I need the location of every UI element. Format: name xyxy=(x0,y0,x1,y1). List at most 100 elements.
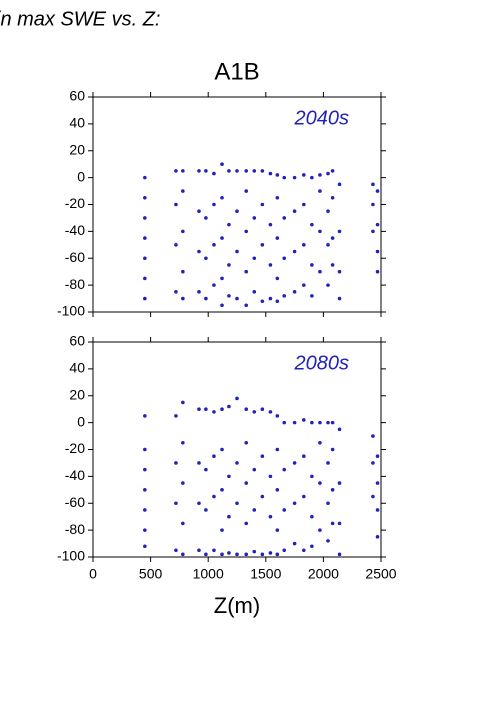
point xyxy=(302,454,306,459)
point xyxy=(318,269,322,274)
point xyxy=(252,467,257,472)
point xyxy=(260,407,265,411)
point xyxy=(260,494,265,499)
point xyxy=(181,229,185,234)
y-tick-label: -20 xyxy=(65,195,85,211)
x-tick-label: 0 xyxy=(89,566,97,582)
point xyxy=(275,414,280,418)
point xyxy=(235,396,239,401)
point xyxy=(220,528,224,532)
point xyxy=(244,407,249,411)
point xyxy=(227,551,231,555)
point xyxy=(244,189,249,193)
y-tick-label: 60 xyxy=(69,88,85,104)
point xyxy=(143,276,147,281)
point xyxy=(268,551,273,555)
point xyxy=(235,501,239,506)
point xyxy=(260,169,265,173)
point xyxy=(220,407,224,411)
point xyxy=(292,175,297,180)
point xyxy=(204,296,208,301)
point xyxy=(220,162,224,166)
point xyxy=(220,447,224,452)
point xyxy=(275,299,280,304)
point xyxy=(310,294,314,298)
point xyxy=(143,236,147,240)
point xyxy=(181,169,185,173)
point xyxy=(268,263,273,267)
point xyxy=(143,195,147,200)
point xyxy=(143,175,147,180)
point xyxy=(260,454,265,459)
x-tick-label: 2000 xyxy=(308,566,339,582)
point xyxy=(227,169,231,173)
header: in max SWE vs. Z: xyxy=(0,8,160,30)
point xyxy=(282,256,287,261)
point xyxy=(181,521,185,526)
point xyxy=(197,209,201,214)
point xyxy=(252,216,257,220)
point xyxy=(337,552,342,557)
point xyxy=(326,420,330,425)
point xyxy=(268,296,273,301)
y-tick-label: -100 xyxy=(57,303,85,319)
point xyxy=(197,548,201,553)
point xyxy=(212,548,216,553)
point xyxy=(174,290,178,294)
point xyxy=(302,548,306,553)
point xyxy=(337,182,342,187)
point xyxy=(337,521,342,526)
point xyxy=(235,209,239,214)
point xyxy=(268,171,273,176)
point xyxy=(204,256,208,261)
point xyxy=(337,427,342,432)
point xyxy=(252,549,257,554)
y-tick-label: 60 xyxy=(69,333,85,349)
point xyxy=(275,236,280,240)
point xyxy=(282,420,287,425)
point xyxy=(330,236,335,240)
point xyxy=(260,552,265,557)
point xyxy=(174,169,178,173)
point xyxy=(212,243,216,247)
point xyxy=(268,410,273,414)
point xyxy=(197,290,201,294)
point xyxy=(375,535,380,539)
point xyxy=(282,467,287,472)
point xyxy=(326,501,330,506)
point xyxy=(318,481,322,485)
point xyxy=(252,256,257,261)
point xyxy=(330,195,335,200)
point xyxy=(275,195,280,200)
point xyxy=(235,296,239,301)
y-tick-label: -20 xyxy=(65,440,85,456)
point xyxy=(292,541,297,546)
point xyxy=(212,202,216,207)
point xyxy=(282,548,287,553)
point xyxy=(174,548,178,553)
point xyxy=(260,299,265,304)
point xyxy=(197,501,201,506)
point xyxy=(292,209,297,214)
point xyxy=(275,276,280,281)
y-tick-label: -40 xyxy=(65,222,85,238)
y-tick-label: 0 xyxy=(77,413,85,429)
point xyxy=(252,410,257,414)
y-tick-label: -40 xyxy=(65,467,85,483)
point xyxy=(330,169,335,173)
point xyxy=(292,420,297,425)
point xyxy=(371,434,375,438)
point xyxy=(282,216,287,220)
point xyxy=(143,508,147,512)
point xyxy=(371,229,375,234)
point xyxy=(326,243,330,247)
point xyxy=(252,290,257,294)
point xyxy=(318,173,322,177)
point xyxy=(244,303,249,308)
point xyxy=(181,552,185,557)
point xyxy=(197,407,201,411)
point xyxy=(268,474,273,479)
point xyxy=(220,195,224,200)
point xyxy=(235,552,239,557)
point xyxy=(302,283,306,287)
